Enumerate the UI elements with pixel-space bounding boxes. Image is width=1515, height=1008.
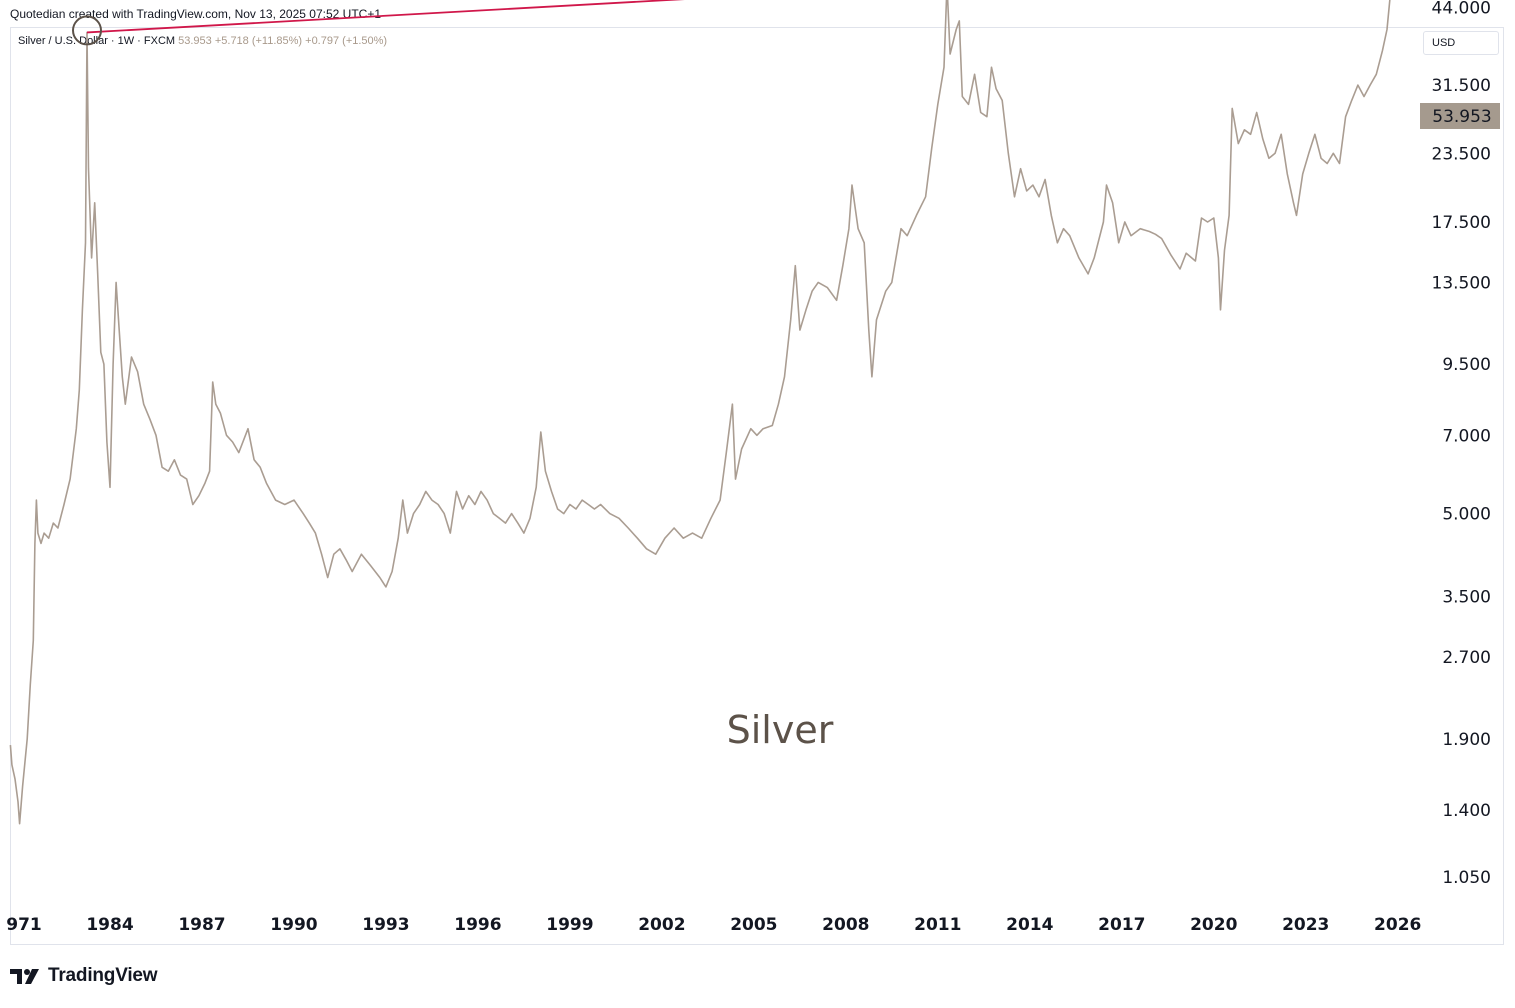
last-price-value: 53.953 <box>1432 107 1491 127</box>
x-tick-label: 2011 <box>914 915 961 935</box>
x-tick-label: 2017 <box>1098 915 1145 935</box>
price-series-line <box>9 0 1391 825</box>
author-credit: Quotedian created with TradingView.com, … <box>10 7 381 21</box>
y-tick-label: 5.000 <box>1442 505 1491 525</box>
last-price-label: 53.953 <box>1420 103 1500 129</box>
chart-frame <box>10 27 1504 945</box>
time-axis[interactable]: 971 1984 1987 1990 1993 1996 1999 2002 2005 2008 2… <box>6 915 1421 935</box>
x-tick-label: 1993 <box>362 915 409 935</box>
y-tick-label: 9.500 <box>1442 355 1491 375</box>
x-tick-label: 1990 <box>270 915 317 935</box>
y-tick-label: 1.900 <box>1442 730 1491 750</box>
tradingview-logo-icon <box>10 969 39 984</box>
y-tick-label: 3.500 <box>1442 588 1491 608</box>
y-tick-label: 13.500 <box>1432 273 1491 293</box>
x-tick-label: 2026 <box>1374 915 1421 935</box>
resistance-trendline[interactable] <box>86 0 1408 34</box>
currency-selector[interactable]: USD <box>1423 31 1499 55</box>
x-tick-label: 2023 <box>1282 915 1329 935</box>
x-tick-label: 971 <box>6 915 42 935</box>
x-tick-label: 2005 <box>730 915 777 935</box>
x-tick-label: 1996 <box>454 915 501 935</box>
x-tick-label: 2008 <box>822 915 869 935</box>
y-tick-label: 7.000 <box>1442 426 1491 446</box>
x-tick-label: 1984 <box>86 915 133 935</box>
y-tick-label: 1.050 <box>1442 868 1491 888</box>
x-tick-label: 1987 <box>178 915 225 935</box>
brand-name: TradingView <box>48 965 158 986</box>
x-tick-label: 1999 <box>546 915 593 935</box>
y-tick-label: 23.500 <box>1432 144 1491 164</box>
x-tick-label: 2014 <box>1006 915 1053 935</box>
y-tick-label: 44.000 <box>1432 0 1491 18</box>
y-tick-label: 17.500 <box>1432 213 1491 233</box>
y-tick-label: 31.500 <box>1432 76 1491 96</box>
y-tick-label: 1.400 <box>1442 801 1491 821</box>
tradingview-logo[interactable]: TradingView <box>10 965 158 987</box>
price-axis[interactable]: 60.00044.00031.50023.50017.50013.5009.50… <box>1432 0 1491 888</box>
peak-markers <box>72 15 103 46</box>
x-tick-label: 2002 <box>638 915 685 935</box>
ohlc-values: 53.953 +5.718 (+11.85%) +0.797 (+1.50%) <box>178 35 388 47</box>
chart-watermark: Silver <box>727 708 834 752</box>
peak-circle <box>72 15 103 46</box>
x-tick-label: 2020 <box>1190 915 1237 935</box>
y-tick-label: 2.700 <box>1442 648 1491 668</box>
